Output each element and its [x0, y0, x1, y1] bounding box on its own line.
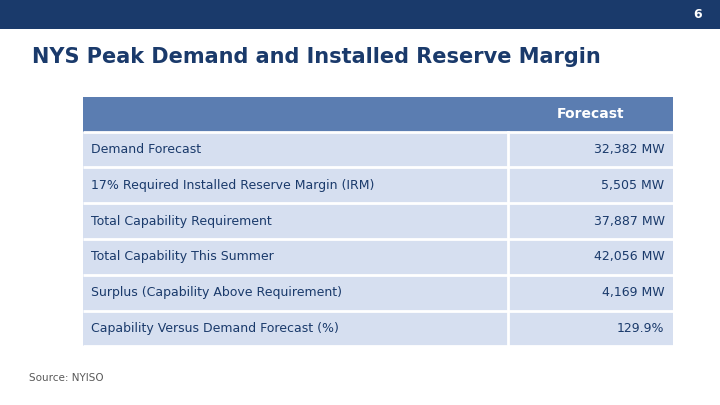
Text: 37,887 MW: 37,887 MW — [593, 215, 665, 228]
Text: Source: NYISO: Source: NYISO — [29, 373, 104, 383]
Text: 5,505 MW: 5,505 MW — [601, 179, 665, 192]
Text: 42,056 MW: 42,056 MW — [594, 250, 665, 263]
Text: 17% Required Installed Reserve Margin (IRM): 17% Required Installed Reserve Margin (I… — [91, 179, 375, 192]
Text: Surplus (Capability Above Requirement): Surplus (Capability Above Requirement) — [91, 286, 343, 299]
Text: NYS Peak Demand and Installed Reserve Margin: NYS Peak Demand and Installed Reserve Ma… — [32, 47, 601, 67]
Text: Total Capability This Summer: Total Capability This Summer — [91, 250, 274, 263]
Text: 6: 6 — [693, 8, 702, 21]
Text: 4,169 MW: 4,169 MW — [602, 286, 665, 299]
Text: Forecast: Forecast — [557, 107, 624, 122]
Text: 129.9%: 129.9% — [617, 322, 665, 335]
Text: Demand Forecast: Demand Forecast — [91, 143, 202, 156]
Text: Capability Versus Demand Forecast (%): Capability Versus Demand Forecast (%) — [91, 322, 339, 335]
Text: 32,382 MW: 32,382 MW — [594, 143, 665, 156]
Text: Total Capability Requirement: Total Capability Requirement — [91, 215, 272, 228]
